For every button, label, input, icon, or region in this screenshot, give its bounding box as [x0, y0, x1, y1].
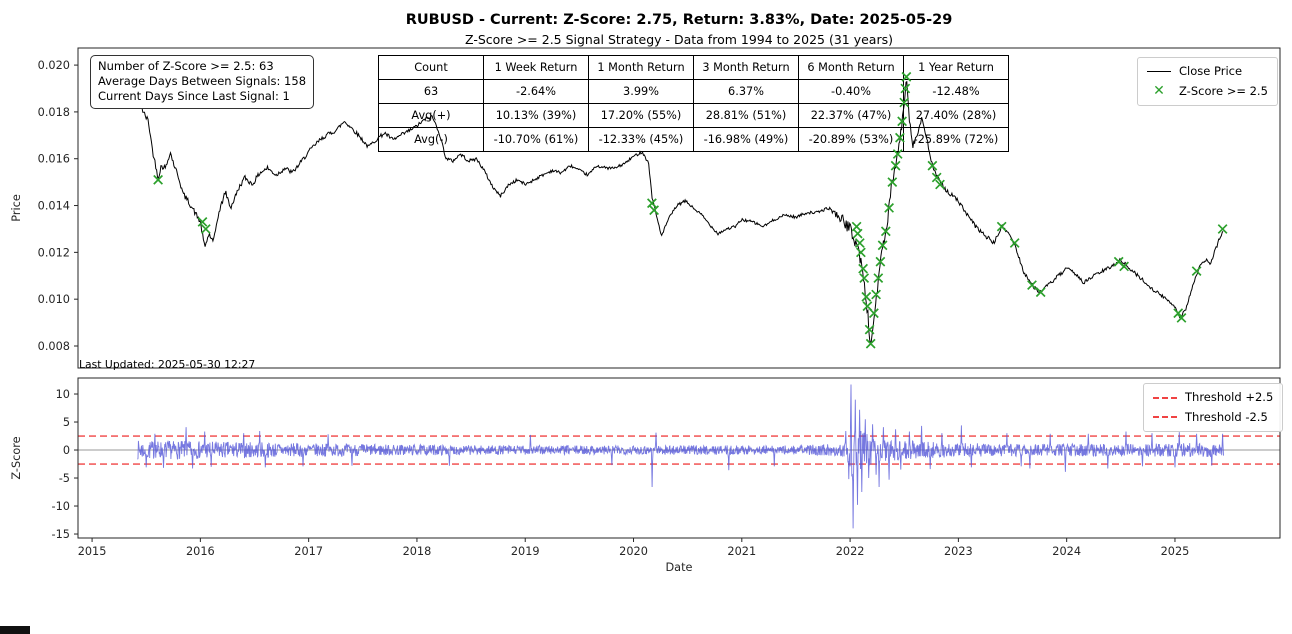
- legend-item-signal: ✕ Z-Score >= 2.5: [1147, 82, 1268, 102]
- returns-table-cell: 10.13% (39%): [483, 103, 589, 128]
- last-updated-text: Last Updated: 2025-05-30 12:27: [79, 358, 256, 371]
- date-tick-label: 2025: [1161, 545, 1190, 558]
- zscore-tick-label: 5: [63, 416, 70, 429]
- returns-table-cell: -12.33% (45%): [588, 127, 694, 152]
- returns-table-header-cell: 1 Month Return: [588, 55, 694, 80]
- zscore-tick-label: -15: [52, 528, 70, 541]
- price-tick-label: 0.018: [38, 106, 70, 119]
- zscore-tick-label: -10: [52, 500, 70, 513]
- date-tick-label: 2020: [619, 545, 648, 558]
- zscore-tick-label: -5: [59, 472, 70, 485]
- date-tick-label: 2017: [294, 545, 323, 558]
- returns-table-cell: -10.70% (61%): [483, 127, 589, 152]
- stats-box: Number of Z-Score >= 2.5: 63 Average Day…: [90, 55, 315, 109]
- date-tick-label: 2016: [186, 545, 215, 558]
- price-tick-label: 0.010: [38, 293, 70, 306]
- threshold-dash-sample: [1153, 416, 1177, 419]
- returns-table-cell: 63: [378, 79, 484, 104]
- returns-table-cell: Avg(+): [378, 103, 484, 128]
- date-tick-label: 2015: [78, 545, 107, 558]
- stats-line-days-since: Current Days Since Last Signal: 1: [98, 89, 290, 104]
- returns-table-cell: -12.48%: [903, 79, 1009, 104]
- date-tick-label: 2019: [511, 545, 540, 558]
- returns-table-cell: 28.81% (51%): [693, 103, 799, 128]
- stats-line-avg-days: Average Days Between Signals: 158: [98, 74, 307, 89]
- threshold-dash-sample: [1153, 396, 1177, 399]
- legend-label-close-price: Close Price: [1179, 64, 1243, 78]
- date-tick-label: 2024: [1052, 545, 1081, 558]
- date-tick-label: 2018: [403, 545, 432, 558]
- date-tick-label: 2021: [727, 545, 756, 558]
- returns-table-header-cell: 1 Week Return: [483, 55, 589, 80]
- price-tick-label: 0.014: [38, 200, 70, 213]
- zscore-line: [137, 384, 1224, 529]
- returns-table: Count 1 Week Return 1 Month Return 3 Month …: [378, 55, 1009, 152]
- price-tick-label: 0.008: [38, 340, 70, 353]
- price-legend: Close Price ✕ Z-Score >= 2.5: [1137, 57, 1278, 107]
- returns-table-cell: -16.98% (49%): [693, 127, 799, 152]
- zscore-tick-label: 0: [63, 444, 70, 457]
- zscore-tick-label: 10: [56, 388, 70, 401]
- returns-table-header-cell: Count: [378, 55, 484, 80]
- legend-item-threshold-plus: Threshold +2.5: [1153, 388, 1273, 408]
- date-tick-label: 2022: [836, 545, 865, 558]
- returns-table-header-cell: 3 Month Return: [693, 55, 799, 80]
- returns-table-cell: -0.40%: [798, 79, 904, 104]
- legend-label-threshold-plus: Threshold +2.5: [1185, 390, 1274, 404]
- price-tick-label: 0.016: [38, 153, 70, 166]
- date-tick-label: 2023: [944, 545, 973, 558]
- chart-subtitle: Z-Score >= 2.5 Signal Strategy - Data fr…: [464, 32, 893, 47]
- close-price-line-sample: [1147, 71, 1171, 73]
- returns-table-cell: 17.20% (55%): [588, 103, 694, 128]
- returns-table-cell: 27.40% (28%): [903, 103, 1009, 128]
- zscore-axis-label: Z-Score: [10, 436, 23, 479]
- price-tick-label: 0.012: [38, 246, 70, 259]
- returns-table-header-cell: 1 Year Return: [903, 55, 1009, 80]
- returns-table-cell: 22.37% (47%): [798, 103, 904, 128]
- stats-line-count: Number of Z-Score >= 2.5: 63: [98, 59, 274, 73]
- returns-table-cell: -25.89% (72%): [903, 127, 1009, 152]
- returns-table-cell: 6.37%: [693, 79, 799, 104]
- signal-x-icon: ✕: [1153, 83, 1165, 100]
- returns-table-cell: -20.89% (53%): [798, 127, 904, 152]
- chart-title: RUBUSD - Current: Z-Score: 2.75, Return:…: [405, 12, 953, 28]
- price-tick-label: 0.020: [38, 59, 70, 72]
- returns-table-cell: 3.99%: [588, 79, 694, 104]
- returns-table-cell: Avg(-): [378, 127, 484, 152]
- screen-artifact: [0, 626, 30, 634]
- legend-label-threshold-minus: Threshold -2.5: [1185, 409, 1268, 424]
- date-axis-label: Date: [665, 561, 692, 574]
- price-axis-label: Price: [10, 194, 23, 222]
- returns-table-cell: -2.64%: [483, 79, 589, 104]
- legend-item-threshold-minus: Threshold -2.5: [1153, 408, 1273, 428]
- threshold-legend: Threshold +2.5 Threshold -2.5: [1143, 383, 1284, 433]
- legend-item-close-price: Close Price: [1147, 62, 1268, 82]
- returns-table-header-cell: 6 Month Return: [798, 55, 904, 80]
- legend-label-signal: Z-Score >= 2.5: [1179, 83, 1268, 98]
- zscore-panel-frame: [77, 377, 1281, 539]
